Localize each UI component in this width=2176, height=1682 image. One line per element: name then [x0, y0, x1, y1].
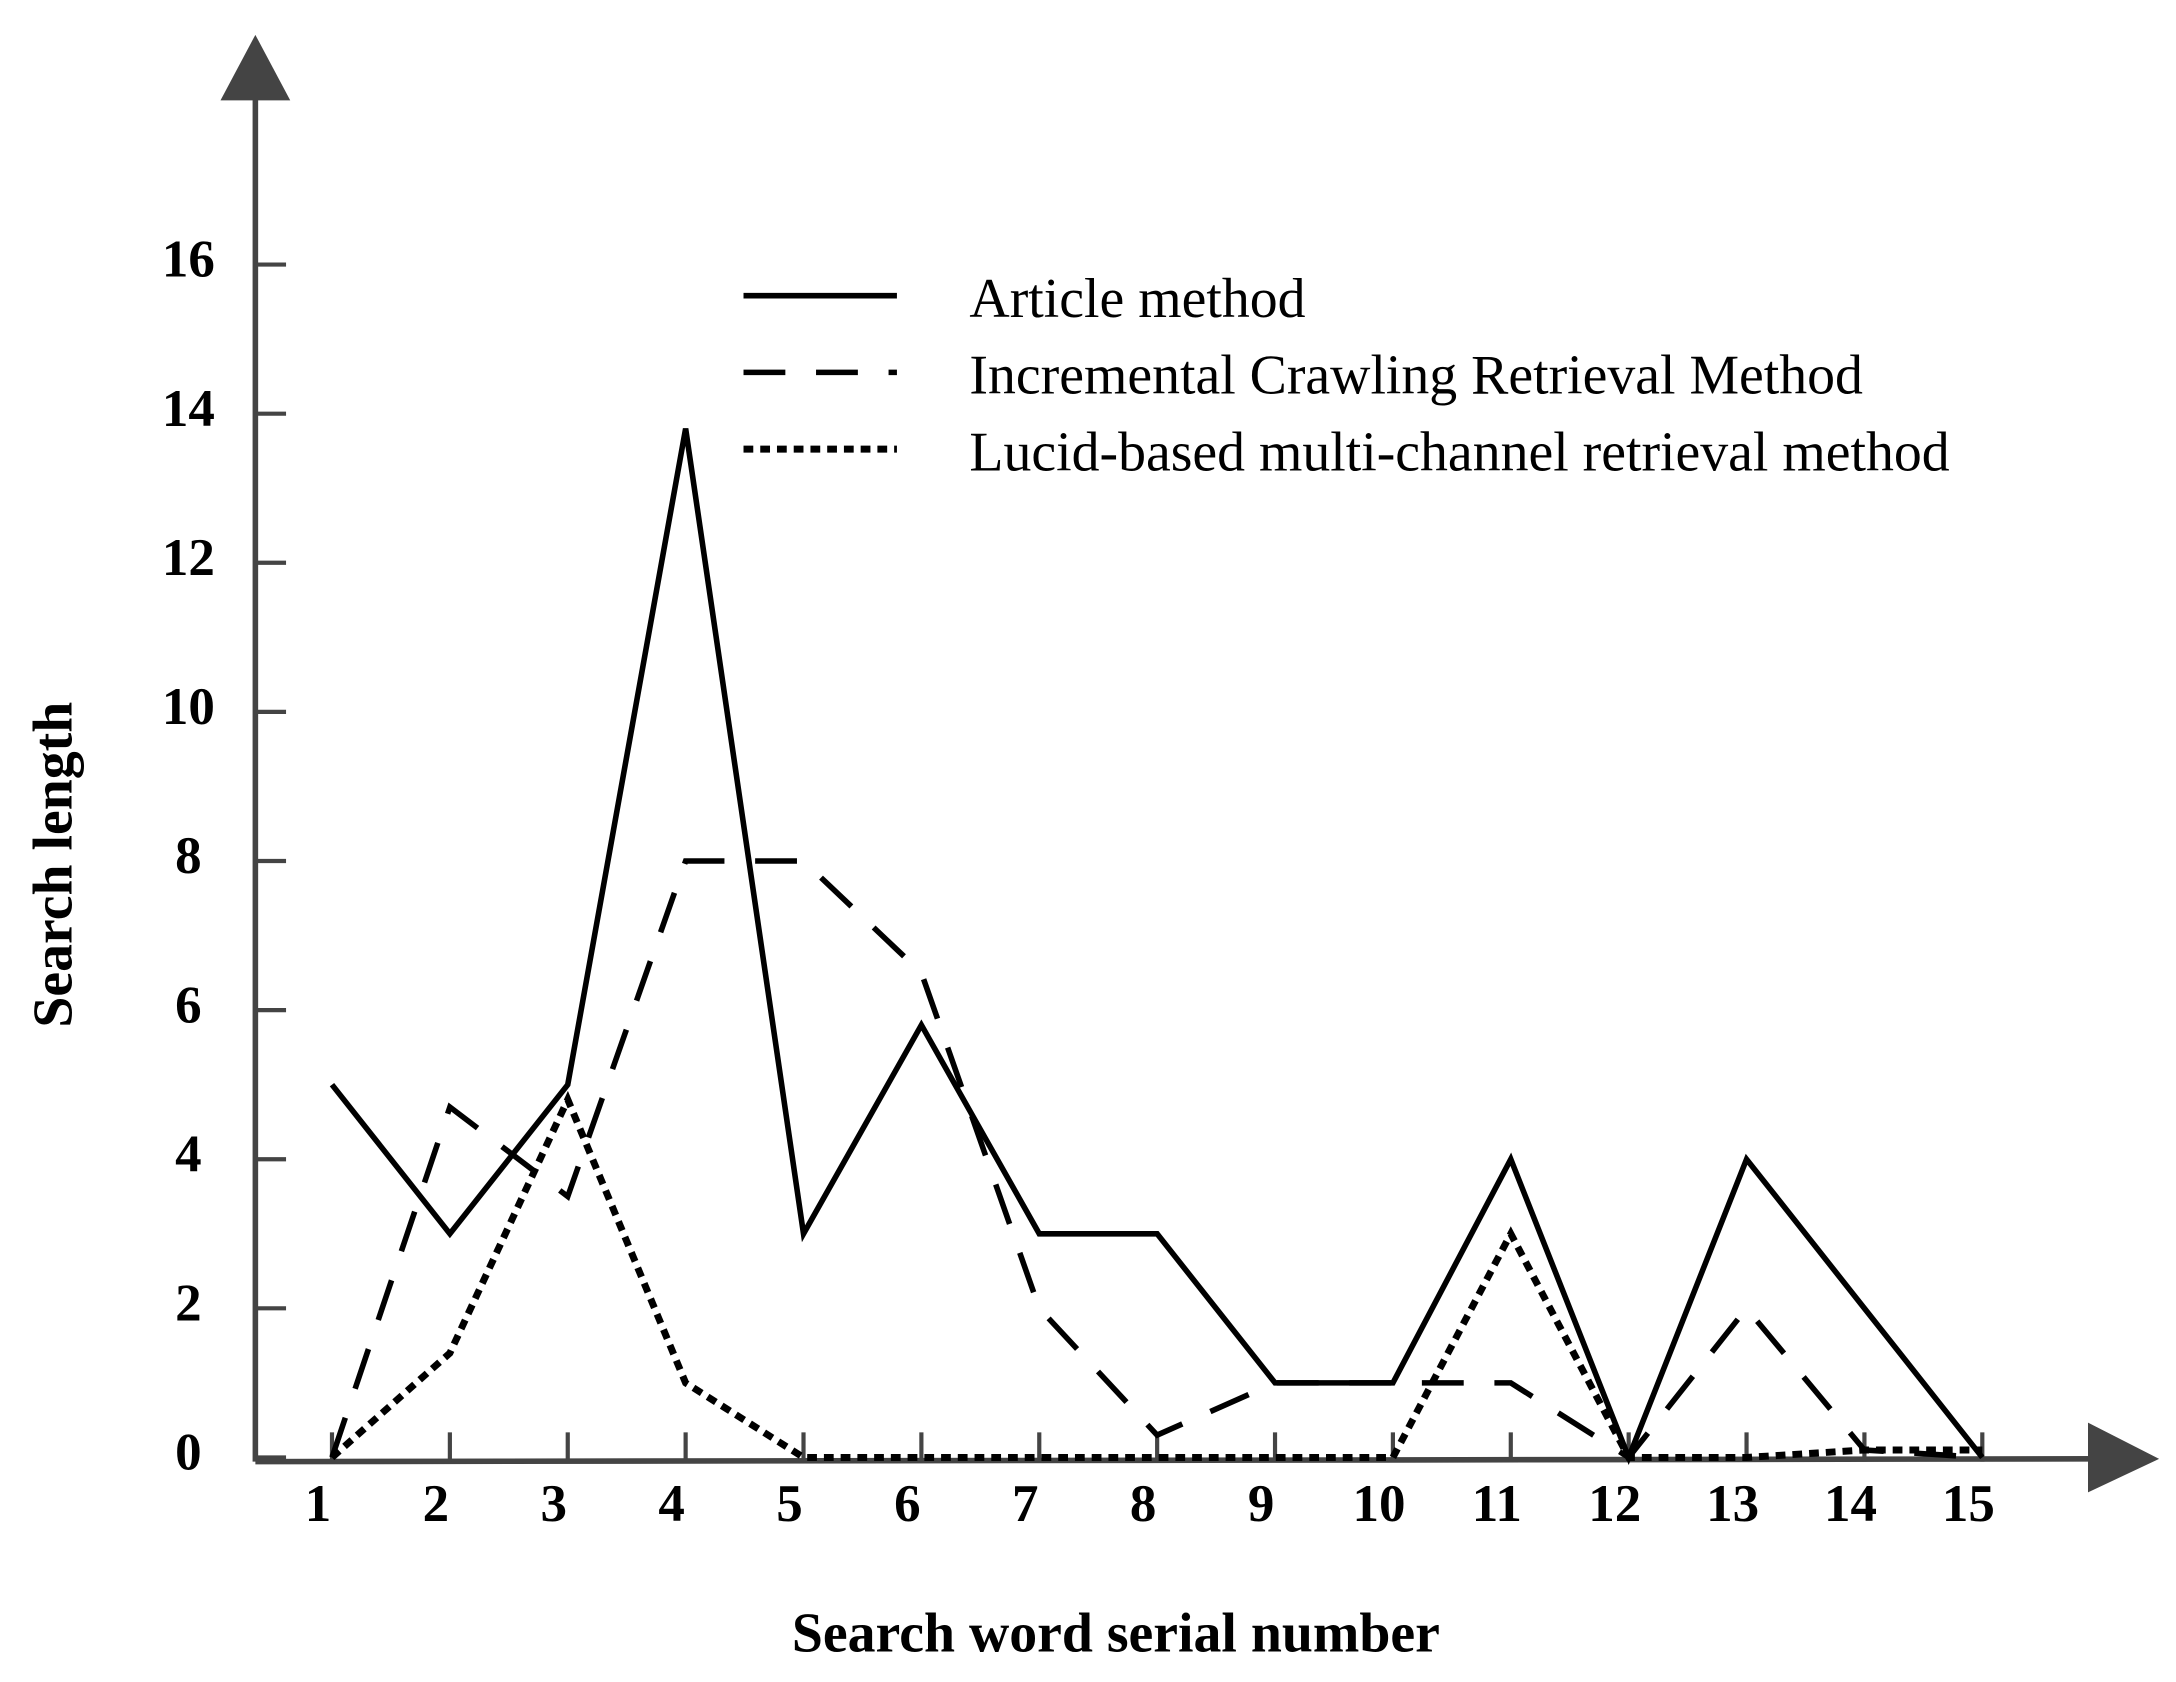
x-tick-label: 2	[423, 1475, 449, 1533]
x-tick-label: 13	[1706, 1475, 1759, 1533]
y-axis-title: Search length	[23, 702, 85, 1028]
x-tick-label: 5	[776, 1475, 803, 1533]
legend-label: Lucid-based multi-channel retrieval meth…	[969, 421, 1949, 483]
y-tick-label: 2	[175, 1274, 202, 1332]
series-line	[329, 858, 1983, 1462]
y-tick-label: 6	[175, 976, 202, 1034]
y-tick-label: 8	[175, 827, 202, 885]
y-tick-label: 14	[162, 380, 215, 438]
x-tick-label: 6	[894, 1475, 921, 1533]
series-line	[329, 428, 1985, 1466]
y-tick-label: 12	[162, 529, 215, 587]
x-tick-label: 3	[541, 1475, 568, 1533]
x-tick-label: 15	[1942, 1475, 1995, 1533]
x-tick-label: 8	[1130, 1475, 1157, 1533]
x-tick-label: 4	[658, 1475, 684, 1533]
x-tick-label: 9	[1248, 1475, 1275, 1533]
x-tick-label: 11	[1472, 1475, 1522, 1533]
y-tick-label: 4	[175, 1125, 202, 1183]
x-tick-label: 1	[305, 1475, 332, 1533]
series-line	[329, 1090, 1983, 1461]
y-tick-label: 0	[175, 1424, 202, 1482]
x-tick-label: 10	[1352, 1475, 1405, 1533]
x-axis-title: Search word serial number	[792, 1603, 1440, 1665]
x-tick-label: 14	[1824, 1475, 1877, 1533]
x-tick-label: 12	[1588, 1475, 1641, 1533]
y-tick-label: 16	[162, 231, 215, 289]
y-axis-arrow	[220, 34, 291, 101]
x-tick-label: 7	[1012, 1475, 1039, 1533]
legend-label: Incremental Crawling Retrieval Method	[969, 345, 1863, 407]
legend-label: Article method	[969, 268, 1305, 330]
y-tick-label: 10	[162, 678, 215, 736]
x-axis-arrow	[2087, 1422, 2160, 1493]
